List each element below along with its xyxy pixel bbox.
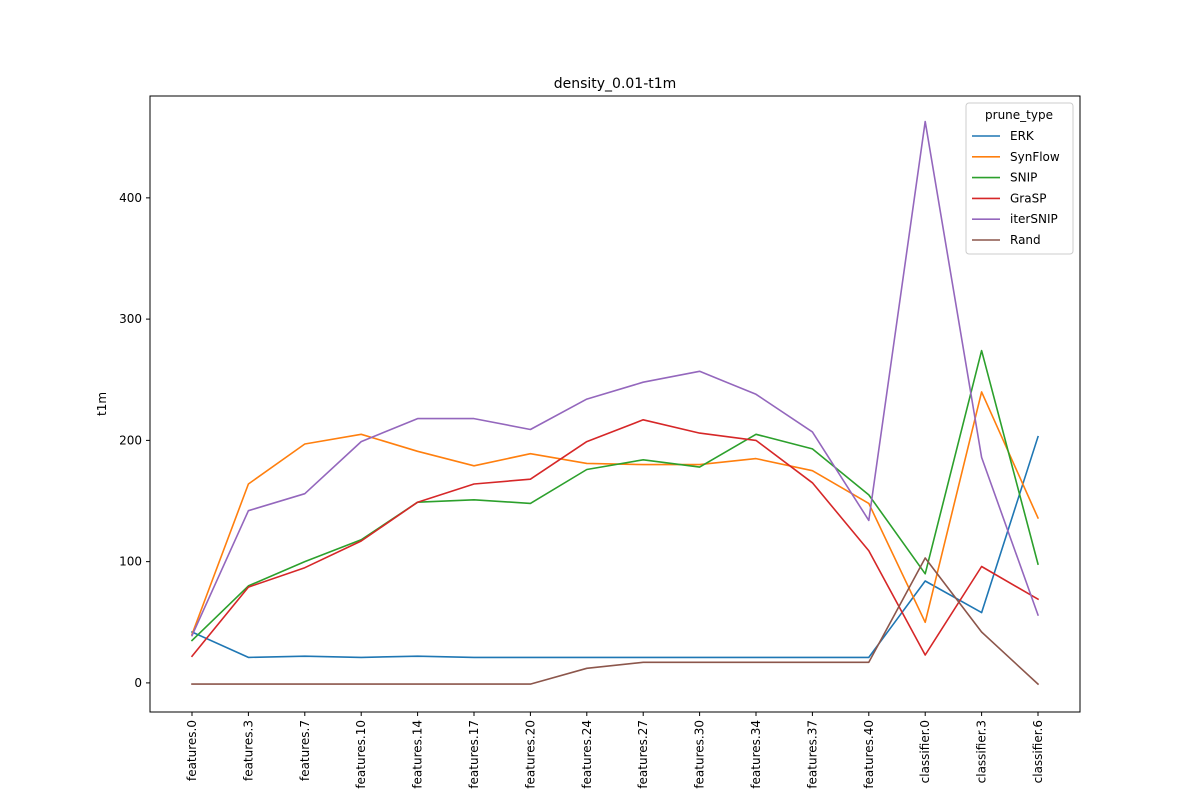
y-tick-label: 200: [119, 433, 142, 447]
y-axis-ticks: 0 100 200 300 400: [119, 191, 150, 690]
x-tick-label: features.7: [298, 720, 312, 781]
chart-title: density_0.01-t1m: [554, 76, 677, 92]
legend-label-synflow: SynFlow: [1010, 150, 1060, 164]
x-tick-label: features.3: [241, 720, 255, 781]
series-lines: [190, 120, 1040, 686]
x-tick-label: features.10: [354, 720, 368, 789]
x-tick-label: classifier.6: [1031, 720, 1045, 783]
legend-label-erk: ERK: [1010, 129, 1035, 143]
x-tick-label: features.17: [467, 720, 481, 789]
legend-label-grasp: GraSP: [1010, 191, 1046, 205]
y-tick-label: 400: [119, 191, 142, 205]
series-line-grasp: [190, 418, 1040, 658]
x-tick-label: features.0: [185, 720, 199, 781]
y-tick-label: 100: [119, 555, 142, 569]
legend-label-itersnip: iterSNIP: [1010, 212, 1058, 226]
x-tick-label: features.20: [523, 720, 537, 789]
x-axis-ticks: features.0 features.3 features.7 features.1…: [185, 712, 1045, 789]
x-tick-label: features.30: [693, 720, 707, 789]
x-tick-label: features.27: [636, 720, 650, 789]
x-tick-label: features.14: [411, 720, 425, 789]
legend: prune_type ERK SynFlow SNIP GraSP iterSNIP Ra…: [965, 102, 1074, 255]
x-tick-label: features.34: [749, 720, 763, 789]
series-line-rand: [191, 557, 1040, 686]
plot-frame: [149, 95, 1081, 713]
x-tick-label: classifier.3: [975, 720, 989, 783]
legend-items: ERK SynFlow SNIP GraSP iterSNIP Rand: [972, 129, 1060, 247]
series-line-itersnip: [190, 120, 1040, 637]
y-axis-label: t1m: [95, 392, 109, 416]
legend-label-snip: SNIP: [1010, 171, 1037, 185]
series-line-erk: [190, 435, 1040, 659]
y-tick-label: 0: [134, 676, 142, 690]
x-tick-label: features.40: [862, 720, 876, 789]
legend-title: prune_type: [985, 108, 1053, 122]
x-tick-label: features.37: [805, 720, 819, 789]
x-tick-label: classifier.0: [918, 720, 932, 783]
series-line-snip: [190, 349, 1039, 642]
y-tick-label: 300: [119, 312, 142, 326]
x-tick-label: features.24: [580, 720, 594, 789]
legend-box: [965, 102, 1074, 255]
legend-label-rand: Rand: [1010, 233, 1041, 247]
